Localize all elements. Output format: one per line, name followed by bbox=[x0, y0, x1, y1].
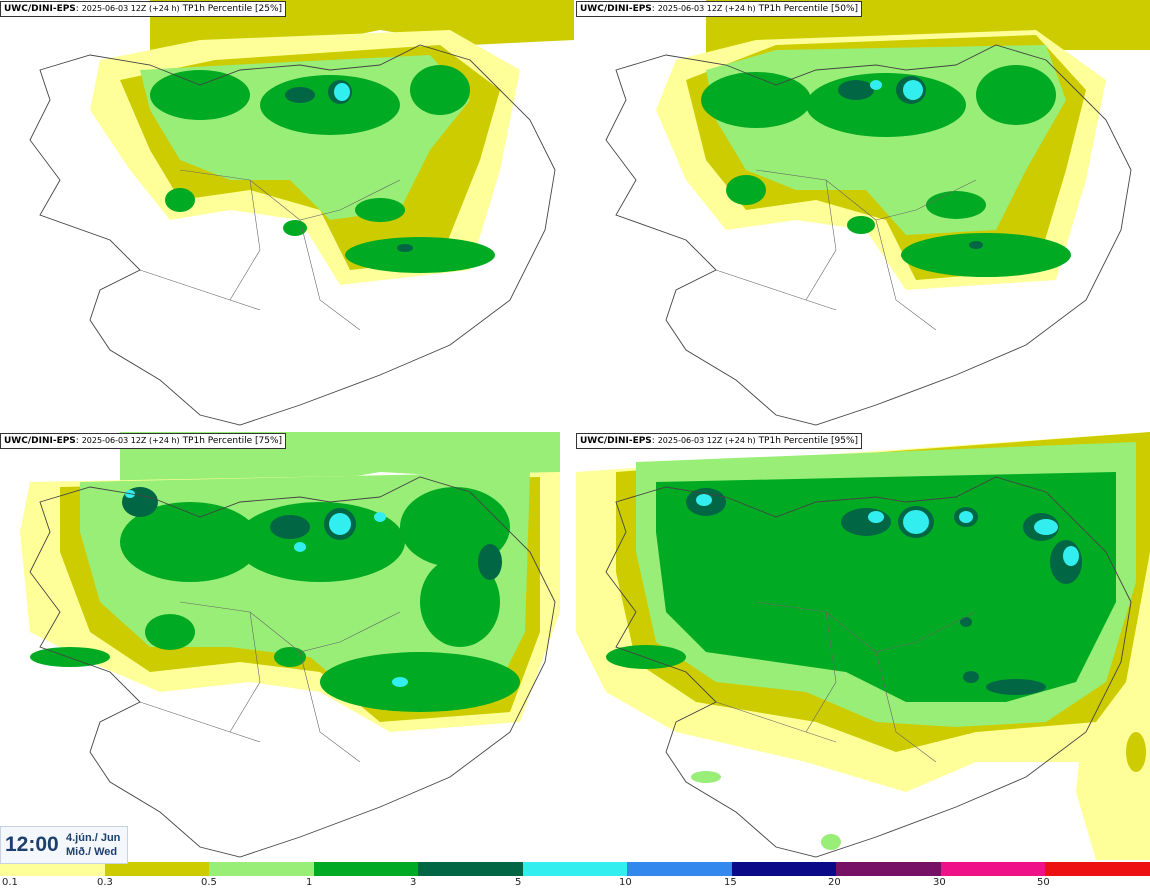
legend-tick-label: 1 bbox=[306, 877, 313, 888]
valid-date-line2: Mið./ Wed bbox=[66, 846, 118, 858]
legend-swatch bbox=[522, 862, 628, 876]
precip-map-p95 bbox=[576, 432, 1150, 860]
precip-map-p75 bbox=[20, 432, 560, 858]
legend-tick-label: 50 bbox=[1037, 877, 1050, 888]
valid-time-clock: 12:00 bbox=[5, 833, 59, 856]
model-name: UWC/DINI-EPS bbox=[4, 436, 76, 446]
run-time: 2025-06-03 12Z (+24 h) bbox=[657, 4, 756, 13]
legend-tick-label: 0.3 bbox=[97, 877, 113, 888]
precip-map-p25 bbox=[29, 0, 574, 426]
legend-swatch bbox=[209, 862, 314, 876]
legend-swatch bbox=[313, 862, 419, 876]
model-name: UWC/DINI-EPS bbox=[4, 4, 76, 14]
map-panel-p75: UWC/DINI-EPS: 2025-06-03 12Z (+24 h) TP1… bbox=[0, 432, 574, 860]
run-time: 2025-06-03 12Z (+24 h) bbox=[657, 436, 756, 445]
color-legend-labels: 0.1 0.3 0.5 1 3 5 10 15 20 30 50 bbox=[0, 876, 1150, 891]
run-time: 2025-06-03 12Z (+24 h) bbox=[81, 4, 180, 13]
map-panel-p50: UWC/DINI-EPS: 2025-06-03 12Z (+24 h) TP1… bbox=[576, 0, 1150, 428]
field-name: TP1h Percentile [50%] bbox=[758, 4, 859, 14]
legend-tick-label: 10 bbox=[619, 877, 632, 888]
legend-swatch bbox=[418, 862, 523, 876]
model-name: UWC/DINI-EPS bbox=[580, 4, 652, 14]
legend-tick-label: 3 bbox=[410, 877, 417, 888]
field-name: TP1h Percentile [25%] bbox=[182, 4, 283, 14]
color-legend-bar bbox=[0, 862, 1150, 876]
panel-title-p25: UWC/DINI-EPS: 2025-06-03 12Z (+24 h) TP1… bbox=[0, 1, 287, 17]
map-panel-p95: UWC/DINI-EPS: 2025-06-03 12Z (+24 h) TP1… bbox=[576, 432, 1150, 860]
legend-swatch bbox=[627, 862, 732, 876]
legend-swatch bbox=[104, 862, 210, 876]
legend-tick-label: 15 bbox=[724, 877, 737, 888]
legend-swatch bbox=[1045, 862, 1150, 876]
legend-swatch bbox=[940, 862, 1046, 876]
legend-swatch bbox=[0, 862, 105, 876]
run-time: 2025-06-03 12Z (+24 h) bbox=[81, 436, 180, 445]
map-panel-p25: UWC/DINI-EPS: 2025-06-03 12Z (+24 h) TP1… bbox=[0, 0, 574, 428]
legend-tick-label: 30 bbox=[933, 877, 946, 888]
model-name: UWC/DINI-EPS bbox=[580, 436, 652, 446]
valid-date-line1: 4.jún./ Jun bbox=[66, 832, 121, 844]
field-name: TP1h Percentile [95%] bbox=[758, 436, 859, 446]
legend-tick-label: 20 bbox=[828, 877, 841, 888]
legend-tick-label: 5 bbox=[515, 877, 522, 888]
panel-title-p50: UWC/DINI-EPS: 2025-06-03 12Z (+24 h) TP1… bbox=[576, 1, 863, 17]
panel-title-p95: UWC/DINI-EPS: 2025-06-03 12Z (+24 h) TP1… bbox=[576, 433, 863, 449]
valid-time-box: 12:00 4.jún./ Jun Mið./ Wed bbox=[0, 826, 128, 864]
field-name: TP1h Percentile [75%] bbox=[182, 436, 283, 446]
legend-swatch bbox=[836, 862, 941, 876]
legend-tick-label: 0.5 bbox=[201, 877, 217, 888]
legend-tick-label: 0.1 bbox=[2, 877, 18, 888]
panel-title-p75: UWC/DINI-EPS: 2025-06-03 12Z (+24 h) TP1… bbox=[0, 433, 287, 449]
legend-swatch bbox=[731, 862, 837, 876]
precip-map-p50 bbox=[605, 0, 1150, 426]
